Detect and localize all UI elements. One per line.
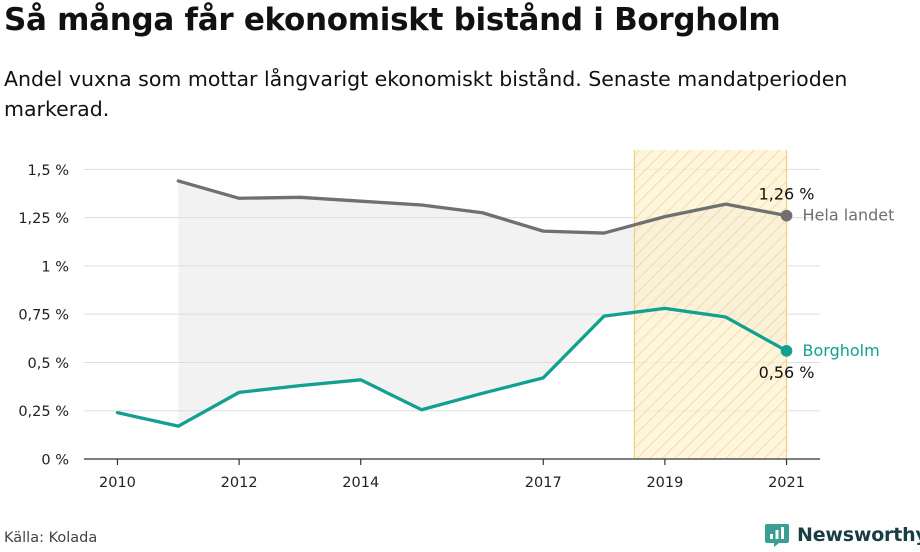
brand-name: Newsworthy [797,524,920,546]
end-point-hela-landet [780,209,793,222]
x-tick-label: 2012 [221,475,258,491]
series-label-borgholm: Borgholm [803,341,880,360]
y-tick-label: 0,25 % [18,404,69,420]
series-label-hela-landet: Hela landet [803,206,895,225]
x-tick-label: 2021 [768,475,805,491]
brand-logo[interactable]: Newsworthy [764,520,920,550]
chart-subtitle: Andel vuxna som mottar långvarigt ekonom… [4,67,848,121]
y-tick-label: 1,5 % [28,163,69,179]
y-tick-label: 0,5 % [28,356,69,372]
value-label-hela-landet: 1,26 % [759,185,815,204]
end-point-borgholm [780,345,793,357]
x-tick-label: 2017 [525,475,562,491]
y-tick-label: 0,75 % [18,308,69,324]
value-label-borgholm: 0,56 % [759,363,815,382]
x-tick-label: 2014 [342,475,379,491]
y-tick-label: 1,25 % [18,211,69,227]
y-tick-label: 1 % [41,259,69,275]
highlight-period [634,150,787,459]
series-line-borgholm [115,306,789,428]
source-note: Källa: Kolada [4,530,98,546]
series-line-hela-landet [176,179,789,235]
newsworthy-logo-icon [765,524,789,547]
y-tick-label: 0 % [41,453,69,469]
chart-title: Så många får ekonomiskt bistånd i Borgho… [4,2,781,38]
x-tick-label: 2019 [646,475,683,491]
x-tick-label: 2010 [99,475,136,491]
